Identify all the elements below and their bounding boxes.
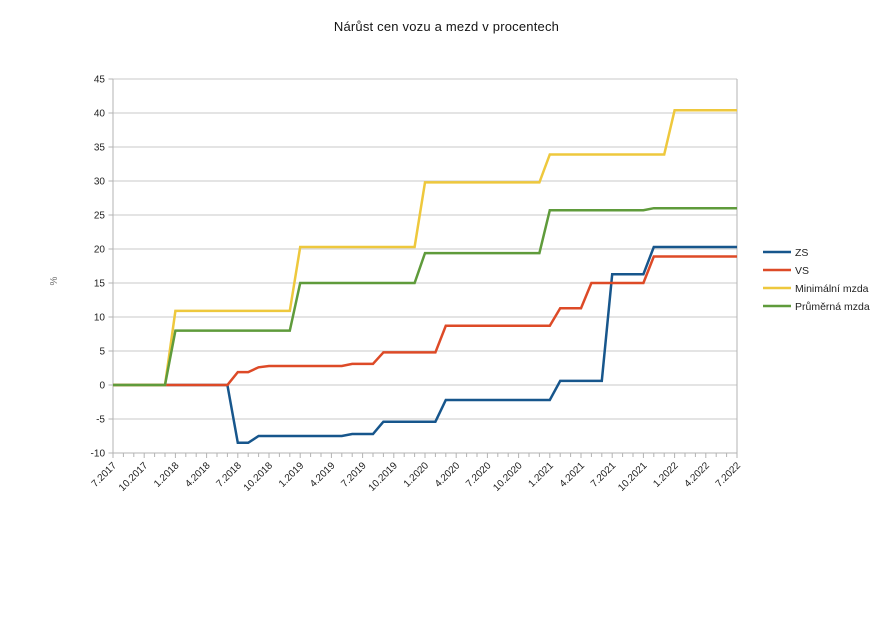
svg-text:1.2020: 1.2020 (402, 460, 432, 490)
svg-text:-5: -5 (96, 415, 105, 426)
legend-label-pr-m-rn-mzda: Průměrná mzda (795, 301, 870, 313)
svg-text:1.2021: 1.2021 (527, 460, 557, 490)
series-lines (113, 109, 737, 445)
svg-text:4.2018: 4.2018 (183, 460, 213, 490)
svg-text:1.2019: 1.2019 (277, 460, 307, 490)
svg-text:4.2020: 4.2020 (433, 460, 463, 490)
svg-text:4.2021: 4.2021 (558, 460, 588, 490)
svg-text:4.2022: 4.2022 (683, 460, 713, 490)
svg-text:7.2017: 7.2017 (90, 460, 120, 490)
svg-text:10.2020: 10.2020 (491, 460, 525, 494)
y-tick-labels: -10 -5 0 5 10 15 20 25 30 35 40 45 (91, 75, 106, 460)
svg-text:0: 0 (99, 381, 105, 392)
svg-text:7.2021: 7.2021 (589, 460, 619, 490)
svg-text:7.2022: 7.2022 (714, 460, 744, 490)
axes (108, 78, 738, 458)
svg-text:10.2019: 10.2019 (367, 460, 401, 494)
legend-item-pr-m-rn-mzda: Průměrná mzda (763, 301, 870, 313)
y-axis-title: % (49, 276, 60, 285)
legend-label-minim-ln-mzda: Minimální mzda (795, 283, 869, 295)
svg-text:10: 10 (94, 313, 106, 324)
svg-text:30: 30 (94, 177, 106, 188)
svg-text:7.2018: 7.2018 (215, 460, 245, 490)
legend: ZS VS Minimální mzda Průměrná mzda (763, 247, 870, 313)
series-line-minim-ln-mzda (113, 109, 737, 387)
series-line-zs (113, 245, 737, 445)
series-line-vs (113, 255, 737, 387)
svg-text:20: 20 (94, 245, 106, 256)
gridlines (113, 78, 737, 420)
legend-item-zs: ZS (763, 247, 808, 259)
svg-text:45: 45 (94, 75, 106, 86)
svg-text:-10: -10 (91, 449, 106, 460)
svg-text:10.2021: 10.2021 (616, 460, 650, 494)
svg-text:5: 5 (99, 347, 105, 358)
chart-title: Nárůst cen vozu a mezd v procentech (333, 19, 560, 34)
svg-text:35: 35 (94, 143, 106, 154)
legend-label-zs: ZS (795, 247, 808, 259)
svg-text:10.2018: 10.2018 (242, 460, 276, 494)
svg-text:40: 40 (94, 109, 106, 120)
svg-text:10.2017: 10.2017 (117, 460, 151, 494)
svg-text:7.2019: 7.2019 (339, 460, 369, 490)
svg-text:4.2019: 4.2019 (308, 460, 338, 490)
series-line-pr-m-rn-mzda (113, 206, 737, 387)
legend-label-vs: VS (795, 265, 809, 277)
svg-text:1.2018: 1.2018 (152, 460, 182, 490)
svg-text:7.2020: 7.2020 (464, 460, 494, 490)
legend-item-vs: VS (763, 265, 809, 277)
svg-text:1.2022: 1.2022 (651, 460, 681, 490)
svg-text:15: 15 (94, 279, 106, 290)
legend-item-minim-ln-mzda: Minimální mzda (763, 283, 869, 295)
svg-text:25: 25 (94, 211, 106, 222)
